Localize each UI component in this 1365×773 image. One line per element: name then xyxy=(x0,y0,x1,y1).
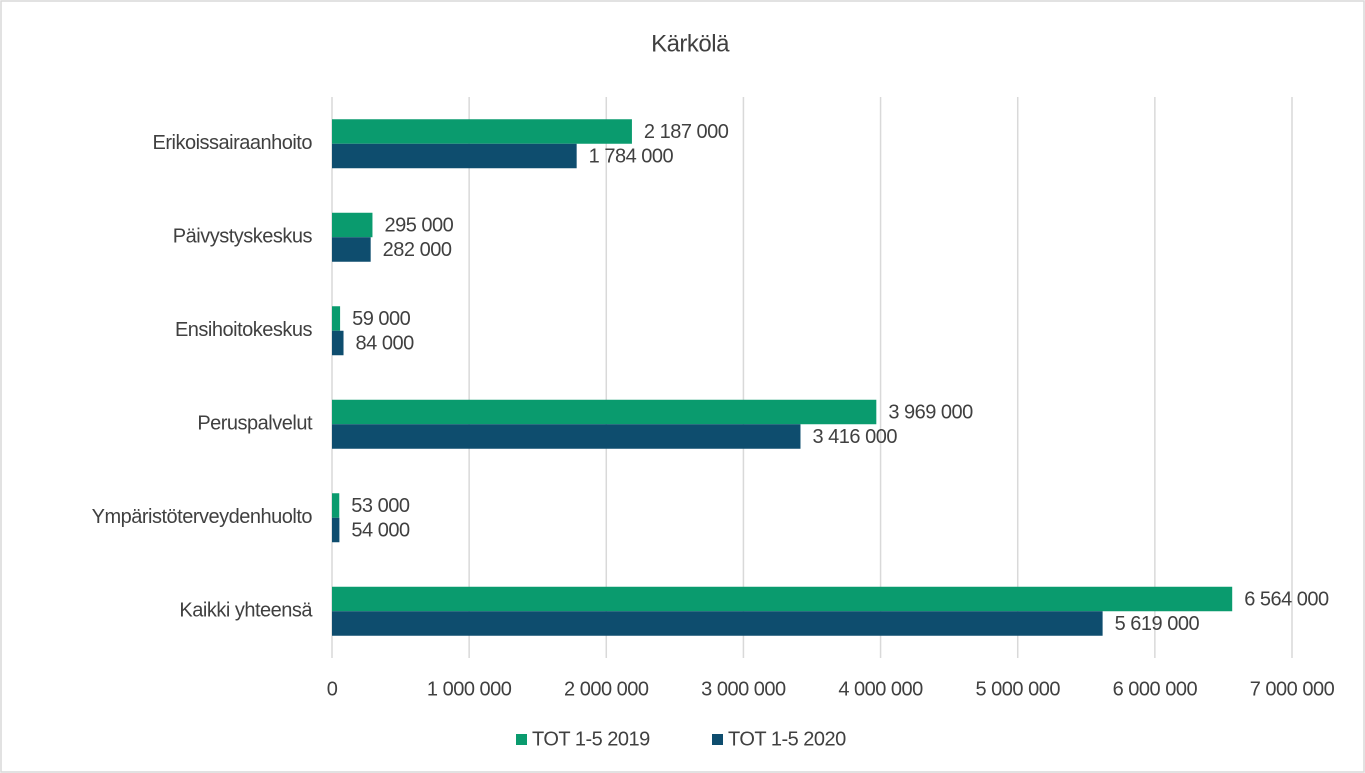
data-label: 84 000 xyxy=(356,332,415,354)
x-tick-label: 6 000 000 xyxy=(1113,678,1198,700)
bar xyxy=(332,424,801,449)
y-tick-label: Peruspalvelut xyxy=(197,413,313,435)
data-label: 53 000 xyxy=(351,495,410,517)
data-label: 5 619 000 xyxy=(1115,613,1200,635)
bar xyxy=(332,493,340,518)
x-tick-label: 4 000 000 xyxy=(838,678,923,700)
x-tick-label: 5 000 000 xyxy=(975,678,1060,700)
data-label: 54 000 xyxy=(351,519,410,541)
x-tick-label: 7 000 000 xyxy=(1250,678,1335,700)
legend-label: TOT 1-5 2019 xyxy=(532,728,650,750)
x-tick-label: 1 000 000 xyxy=(427,678,512,700)
chart-title: Kärkölä xyxy=(651,30,730,57)
bar xyxy=(332,330,344,356)
data-label: 6 564 000 xyxy=(1244,588,1329,610)
data-label: 3 969 000 xyxy=(888,401,973,423)
x-tick-label: 3 000 000 xyxy=(701,678,786,700)
bar xyxy=(332,212,373,238)
data-label: 3 416 000 xyxy=(812,426,897,448)
bar xyxy=(332,306,341,331)
bar xyxy=(332,143,577,169)
y-tick-label: Erikoissairaanhoito xyxy=(153,132,313,154)
bar xyxy=(332,237,371,262)
data-label: 1 784 000 xyxy=(589,145,674,167)
data-label: 295 000 xyxy=(384,214,453,236)
x-tick-label: 2 000 000 xyxy=(564,678,649,700)
y-tick-label: Ensihoitokeskus xyxy=(175,319,313,341)
legend-label: TOT 1-5 2020 xyxy=(728,728,846,750)
bar xyxy=(332,399,877,425)
bar xyxy=(332,611,1103,636)
y-tick-label: Ympäristöterveydenhuolto xyxy=(92,506,313,528)
data-label: 282 000 xyxy=(383,239,452,261)
bar xyxy=(332,119,632,144)
y-tick-label: Päivystyskeskus xyxy=(173,226,313,248)
data-label: 2 187 000 xyxy=(644,121,729,143)
bar xyxy=(332,517,340,543)
legend-swatch xyxy=(516,734,527,745)
legend-swatch xyxy=(712,734,723,745)
y-tick-label: Kaikki yhteensä xyxy=(179,600,313,622)
bar xyxy=(332,586,1233,612)
data-label: 59 000 xyxy=(352,308,411,330)
x-tick-label: 0 xyxy=(327,678,338,700)
